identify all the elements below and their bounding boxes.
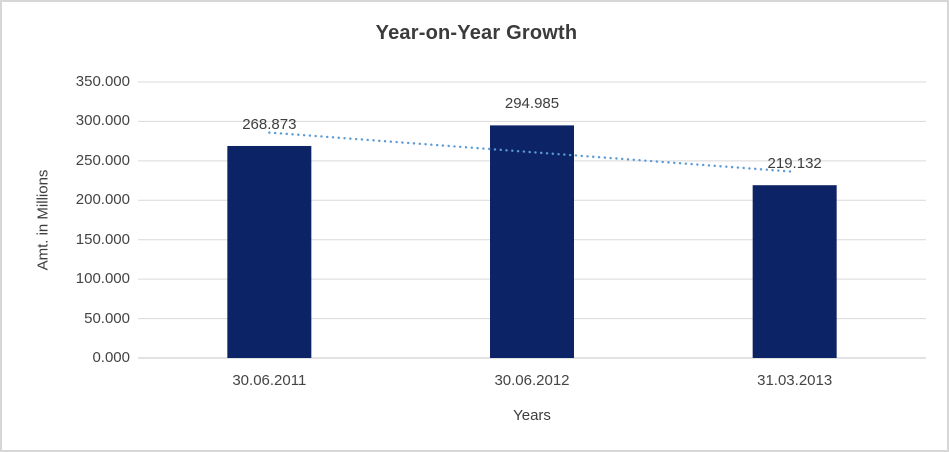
- bar-value-label: 268.873: [242, 115, 297, 133]
- y-tick-label: 200.000: [75, 191, 130, 209]
- trendline: [268, 131, 796, 173]
- x-category-label: 30.06.2011: [232, 372, 307, 389]
- y-tick-label: 250.000: [75, 151, 130, 169]
- chart-title: Year-on-Year Growth: [375, 22, 578, 44]
- y-axis-title: Amt. in Millions: [34, 169, 52, 271]
- bar-value-label: 294.985: [504, 95, 560, 113]
- y-tick-label: 350.000: [75, 73, 130, 90]
- y-tick-label: 0.000: [92, 349, 130, 366]
- bar: [752, 185, 837, 358]
- bar: [490, 125, 574, 358]
- y-tick-label: 300.000: [75, 112, 130, 130]
- x-category-label: 31.03.2013: [757, 372, 833, 389]
- bar: [227, 145, 312, 358]
- bar-value-label: 219.132: [767, 155, 822, 173]
- x-axis-title: Years: [513, 407, 551, 424]
- y-tick-label: 150.000: [75, 230, 130, 248]
- x-category-label: 30.06.2012: [494, 372, 570, 389]
- y-tick-label: 50.000: [84, 309, 130, 327]
- y-tick-label: 100.000: [75, 270, 130, 288]
